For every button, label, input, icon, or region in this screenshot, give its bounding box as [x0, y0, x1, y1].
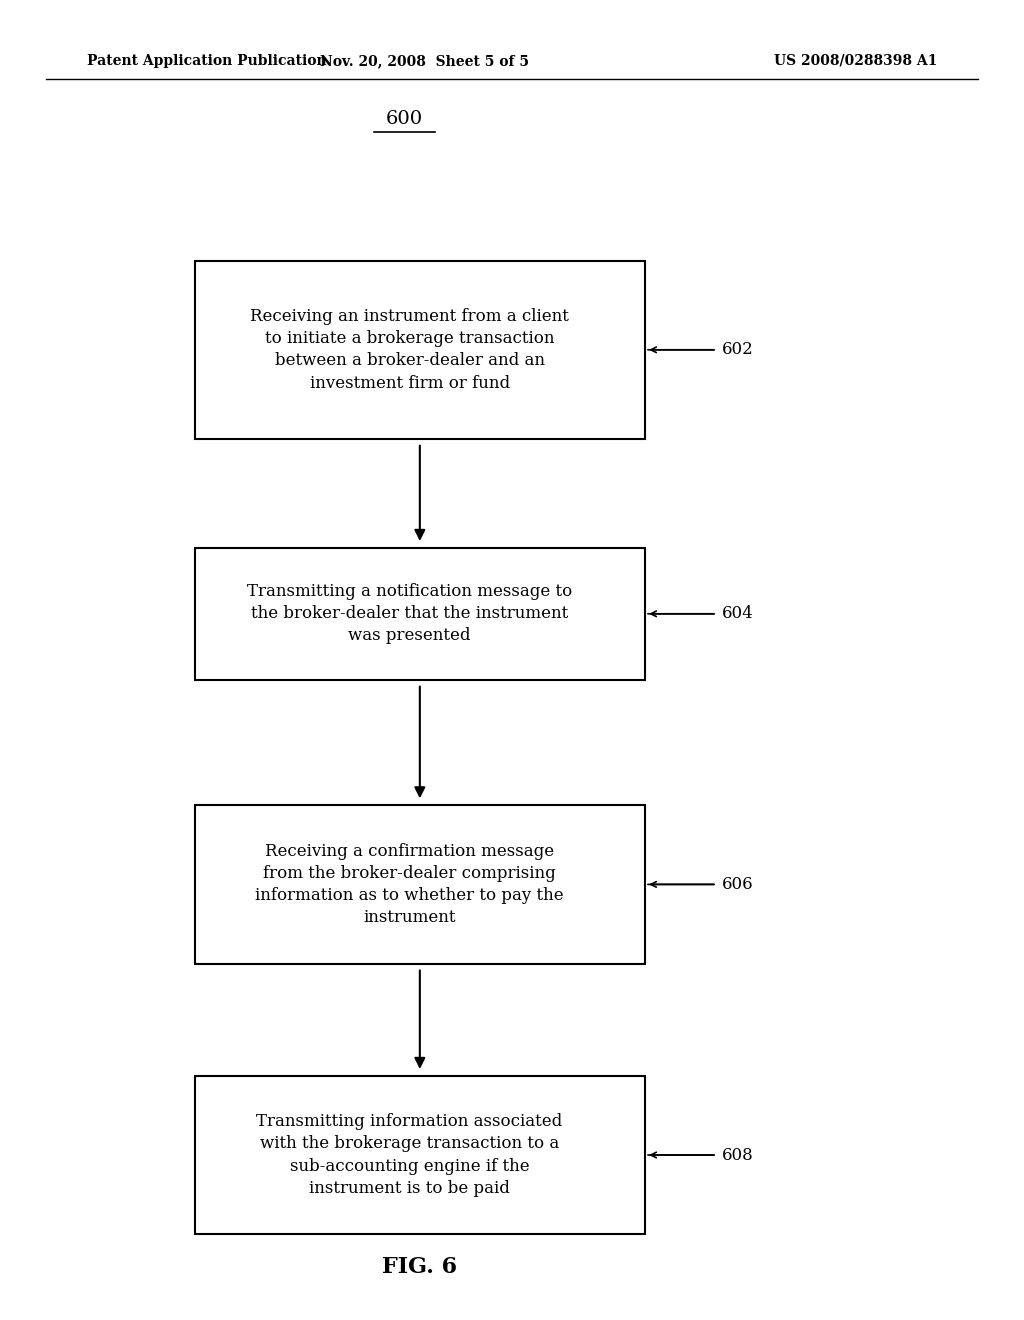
Text: Patent Application Publication: Patent Application Publication [87, 54, 327, 67]
Text: 600: 600 [386, 110, 423, 128]
Text: Transmitting information associated
with the brokerage transaction to a
sub-acco: Transmitting information associated with… [256, 1113, 563, 1197]
Bar [195, 1076, 645, 1234]
Text: 606: 606 [722, 876, 754, 892]
Text: 608: 608 [722, 1147, 754, 1163]
Text: FIG. 6: FIG. 6 [382, 1257, 458, 1278]
Bar [195, 805, 645, 964]
Text: Transmitting a notification message to
the broker-dealer that the instrument
was: Transmitting a notification message to t… [247, 583, 572, 644]
Bar [195, 548, 645, 680]
Text: Nov. 20, 2008  Sheet 5 of 5: Nov. 20, 2008 Sheet 5 of 5 [321, 54, 529, 67]
Text: 602: 602 [722, 342, 754, 358]
Text: Receiving a confirmation message
from the broker-dealer comprising
information a: Receiving a confirmation message from th… [255, 842, 564, 927]
Text: US 2008/0288398 A1: US 2008/0288398 A1 [773, 54, 937, 67]
Text: Receiving an instrument from a client
to initiate a brokerage transaction
betwee: Receiving an instrument from a client to… [250, 308, 569, 392]
Text: 604: 604 [722, 606, 754, 622]
Bar [195, 261, 645, 438]
